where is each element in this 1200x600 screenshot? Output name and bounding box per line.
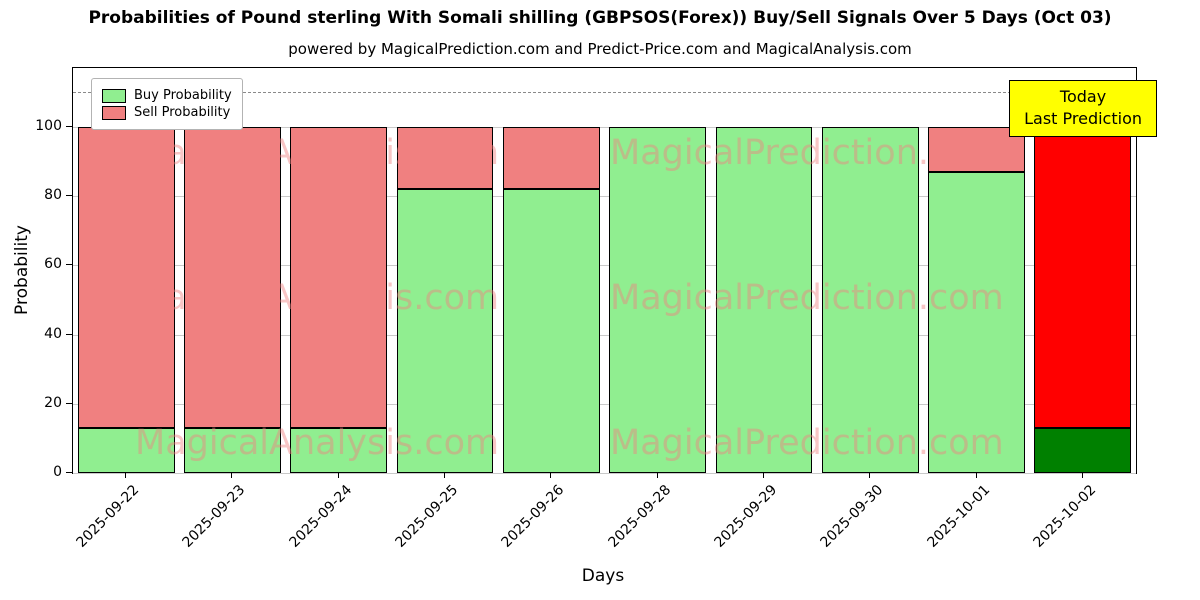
bar-sell-segment <box>184 126 281 428</box>
dashed-reference-line <box>73 92 1136 94</box>
y-tick-label: 20 <box>44 394 62 411</box>
bar-buy-segment <box>609 126 706 473</box>
bar-buy-segment <box>290 428 388 473</box>
x-tick-mark <box>231 472 233 478</box>
sell-swatch-icon <box>102 105 126 120</box>
chart-legend: Buy Probability Sell Probability <box>91 78 243 130</box>
bar-sell-segment <box>1034 126 1132 428</box>
y-tick-mark <box>66 195 72 197</box>
x-tick-label: 2025-09-25 <box>392 482 462 551</box>
chart-subtitle: powered by MagicalPrediction.com and Pre… <box>288 40 912 58</box>
x-tick-mark <box>550 472 552 478</box>
y-tick-label: 60 <box>44 256 62 273</box>
plot-area: Buy Probability Sell Probability <box>72 67 1137 474</box>
bar-sell-segment <box>290 126 388 428</box>
legend-buy-label: Buy Probability <box>134 88 232 103</box>
bar-buy-segment <box>715 126 813 473</box>
x-tick-mark <box>869 472 871 478</box>
bar-buy-segment <box>928 171 1025 473</box>
legend-sell-label: Sell Probability <box>134 105 231 120</box>
y-gridline <box>73 473 1136 474</box>
bar-buy-segment <box>77 428 175 473</box>
y-tick-mark <box>66 125 72 127</box>
bar-buy-segment <box>502 189 600 473</box>
x-tick-mark <box>762 472 764 478</box>
bar-buy-segment <box>184 428 281 473</box>
y-tick-label: 0 <box>53 464 62 480</box>
y-gridline <box>73 196 1136 198</box>
x-tick-mark <box>337 472 339 478</box>
x-tick-label: 2025-10-01 <box>924 482 993 551</box>
x-tick-mark <box>975 472 977 478</box>
y-tick-label: 100 <box>35 117 62 134</box>
legend-item-buy: Buy Probability <box>102 88 232 103</box>
annotation-line-2: Last Prediction <box>1024 109 1142 129</box>
today-annotation-box: Today Last Prediction <box>1009 80 1157 137</box>
y-tick-mark <box>66 264 72 266</box>
legend-item-sell: Sell Probability <box>102 105 232 120</box>
bar-sell-segment <box>77 126 175 428</box>
bar-sell-segment <box>396 126 494 190</box>
x-tick-mark <box>125 472 127 478</box>
bar-buy-segment <box>821 126 919 473</box>
x-tick-label: 2025-09-30 <box>817 482 887 551</box>
x-tick-mark <box>656 472 658 478</box>
x-tick-label: 2025-09-22 <box>73 482 143 551</box>
x-tick-label: 2025-09-23 <box>179 482 249 551</box>
x-tick-label: 2025-09-26 <box>498 482 568 551</box>
y-gridline <box>73 265 1136 267</box>
bar-buy-segment <box>396 189 494 473</box>
x-tick-label: 2025-09-24 <box>286 482 356 551</box>
bar-sell-segment <box>928 126 1025 172</box>
y-tick-mark <box>66 472 72 473</box>
y-tick-label: 80 <box>44 187 62 204</box>
buy-swatch-icon <box>102 88 126 103</box>
x-tick-mark <box>444 472 446 478</box>
bar-sell-segment <box>502 126 600 190</box>
y-gridline <box>73 126 1136 128</box>
y-gridline <box>73 403 1136 405</box>
y-tick-label: 40 <box>44 325 62 342</box>
y-gridline <box>73 334 1136 336</box>
annotation-line-1: Today <box>1059 87 1107 106</box>
y-tick-mark <box>66 402 72 404</box>
x-tick-mark <box>1081 472 1083 478</box>
chart-title: Probabilities of Pound sterling With Som… <box>88 8 1112 28</box>
y-tick-mark <box>66 333 72 335</box>
x-axis-label: Days <box>581 566 625 586</box>
bar-buy-segment <box>1034 428 1132 473</box>
x-tick-label: 2025-10-02 <box>1030 482 1100 551</box>
x-tick-label: 2025-09-29 <box>711 482 781 551</box>
